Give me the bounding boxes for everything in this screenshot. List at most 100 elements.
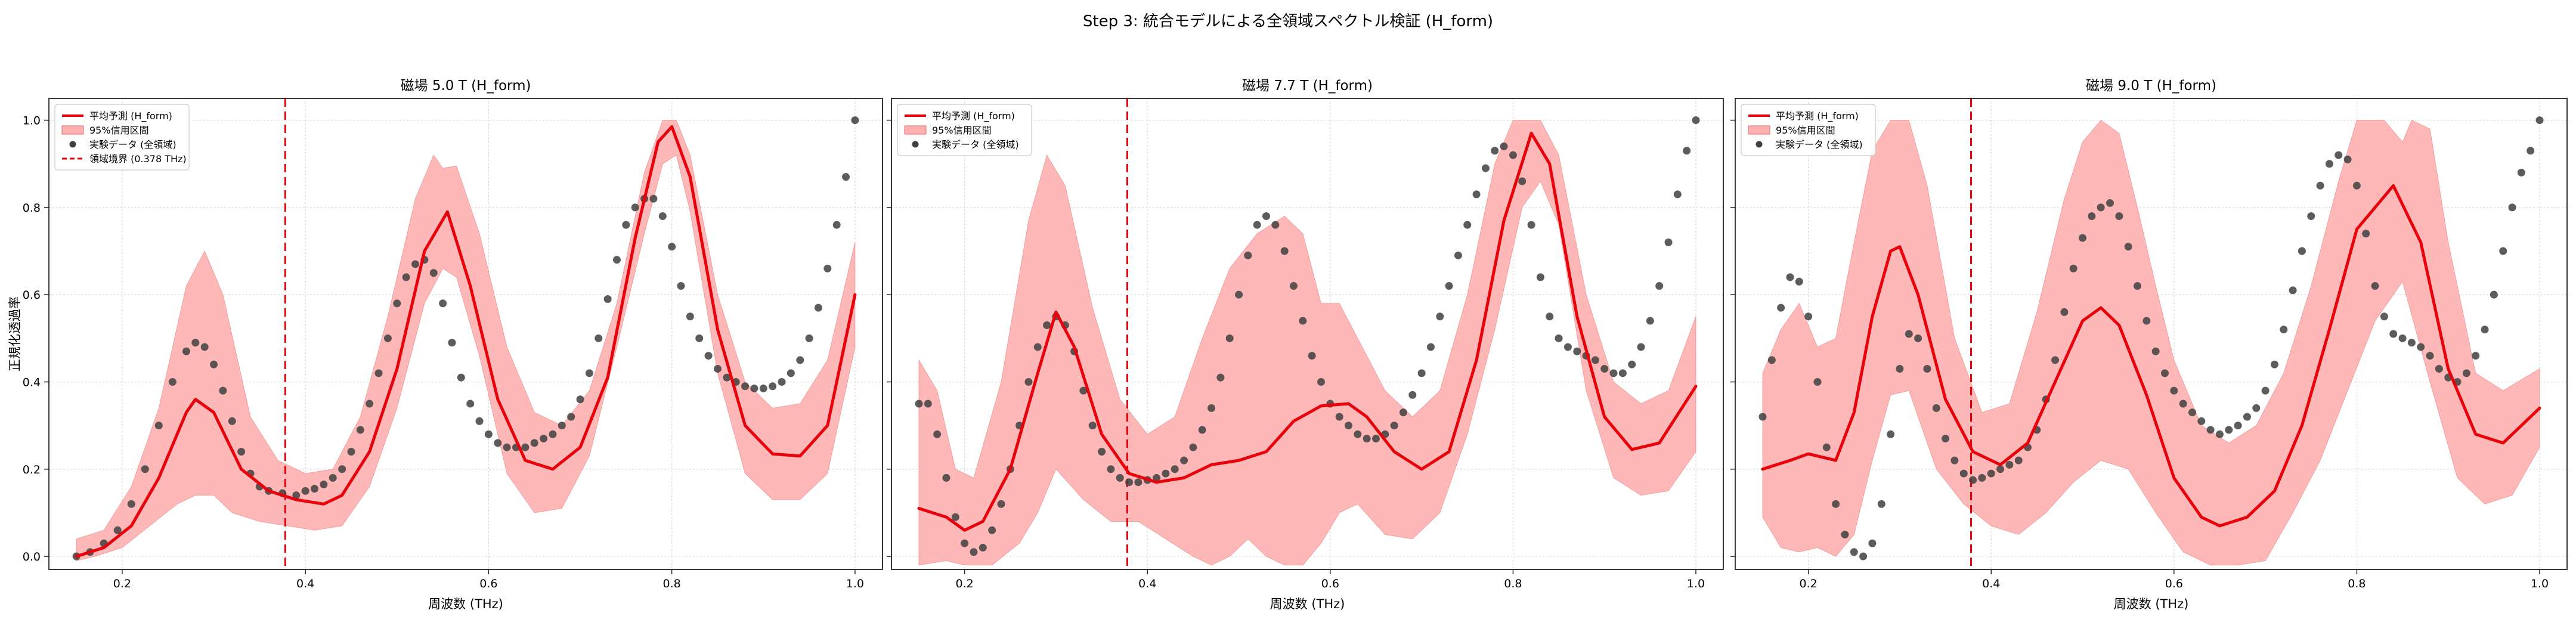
data-point [191,339,200,347]
data-point [1290,282,1298,290]
data-point [2535,116,2544,125]
data-point [1932,404,1940,412]
data-point [210,360,218,369]
data-point [1859,552,1868,561]
data-point [1609,369,1618,377]
data-point [1758,413,1767,421]
data-point [237,448,246,456]
data-point [1996,465,2005,473]
data-point [228,417,236,425]
data-point [1043,321,1051,329]
data-point [1813,377,1822,386]
data-point [1491,147,1499,155]
data-point [2088,212,2096,220]
data-point [2234,422,2242,430]
data-point [1518,177,1527,185]
y-tick-label: 0.2 [23,463,41,476]
data-point [2371,282,2379,290]
data-point [2435,365,2443,373]
data-point [1162,469,1170,478]
data-point [2289,286,2297,295]
legend-handle-band [904,125,927,135]
data-point [292,491,301,500]
data-point [1832,500,1840,508]
legend-label-mean: 平均予測 (H_form) [932,110,1015,122]
data-point [1841,530,1849,538]
data-point [127,500,135,508]
data-point [1655,282,1664,290]
data-point [1235,290,1243,299]
data-point [924,400,932,408]
x-tick-label: 0.2 [1800,577,1818,590]
credible-interval-band [1762,119,2540,566]
data-point [457,373,465,382]
data-point [750,384,758,392]
data-point [2298,247,2306,255]
data-point [1536,273,1544,281]
data-point [1280,247,1289,255]
legend-handle-data [912,141,919,148]
data-point [311,485,319,493]
data-point [1664,238,1673,246]
data-point [1445,282,1453,290]
data-point [622,221,630,229]
data-point [484,430,493,438]
axes-frame [891,98,1724,570]
data-point [540,435,548,443]
x-tick-label: 0.2 [113,577,131,590]
data-point [2490,290,2498,299]
data-point [1198,426,1206,434]
legend-label-mean: 平均予測 (H_form) [1776,110,1859,122]
data-point [429,269,438,277]
x-tick-label: 0.8 [2348,577,2366,590]
data-point [2005,460,2014,469]
data-point [2188,408,2196,417]
data-point [1024,377,1033,386]
data-point [741,382,750,391]
data-point [154,422,163,430]
data-point [970,548,978,556]
data-point [2316,181,2324,190]
data-point [1786,273,1794,281]
x-tick-label: 0.6 [1321,577,1339,590]
data-point [1189,443,1197,451]
data-point [649,194,658,203]
y-tick-label: 0.4 [23,376,41,389]
legend-box [897,104,1032,156]
data-point [1335,413,1343,421]
legend-handle-band [61,125,84,135]
data-point [1033,343,1042,351]
data-point [1804,312,1813,321]
data-point [2527,147,2535,155]
data-point [1225,334,1234,342]
data-point [1527,221,1535,229]
data-point [1600,365,1609,373]
data-point [1628,360,1636,369]
data-point [1125,478,1134,487]
chart-title: 磁場 5.0 T (H_form) [401,78,531,94]
x-tick-label: 0.4 [1982,577,2000,590]
data-point [1408,391,1417,399]
x-tick-label: 0.4 [296,577,314,590]
data-point [1767,356,1776,364]
data-point [778,377,786,386]
x-tick-label: 1.0 [1687,577,1705,590]
data-point [393,299,401,308]
data-point [494,439,502,447]
data-point [723,373,731,382]
data-point [713,365,722,373]
data-point [1153,473,1161,482]
data-point [933,430,942,438]
y-tick-label: 0.6 [23,289,41,302]
data-point [1308,352,1316,360]
data-point [2481,326,2489,334]
data-point [1500,142,1508,150]
data-point [1088,422,1097,430]
data-point [2197,417,2206,425]
data-point [787,369,795,377]
data-point [1354,430,1362,438]
data-point [2252,404,2261,412]
data-point [612,256,621,264]
data-point [2325,160,2333,168]
